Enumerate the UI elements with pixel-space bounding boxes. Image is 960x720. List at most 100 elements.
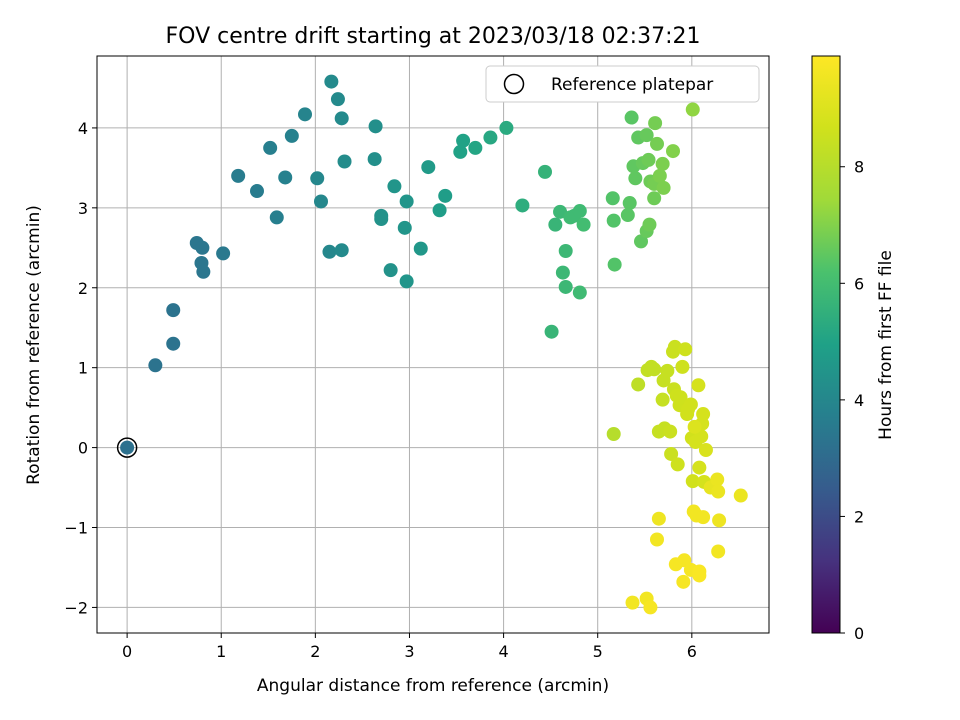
data-point bbox=[314, 194, 328, 209]
data-point bbox=[685, 474, 700, 489]
data-point bbox=[555, 265, 570, 280]
legend-label: Reference platepar bbox=[551, 75, 713, 95]
y-tick-label: 3 bbox=[78, 199, 88, 218]
data-point bbox=[383, 263, 398, 278]
data-point bbox=[733, 488, 748, 503]
data-point bbox=[691, 378, 706, 393]
data-point bbox=[648, 116, 663, 131]
plot-frame bbox=[96, 55, 770, 634]
x-tick-label: 4 bbox=[498, 642, 508, 661]
data-point bbox=[334, 111, 349, 126]
data-point bbox=[678, 342, 693, 357]
data-point bbox=[655, 156, 670, 171]
data-point bbox=[607, 257, 622, 272]
data-point bbox=[544, 324, 559, 339]
data-point bbox=[634, 234, 648, 249]
data-point bbox=[468, 140, 483, 155]
data-point bbox=[642, 217, 657, 232]
data-point bbox=[368, 119, 383, 134]
colorbar-label: Hours from first FF file bbox=[876, 250, 896, 440]
data-point bbox=[387, 179, 402, 194]
data-point bbox=[656, 180, 671, 195]
data-point bbox=[166, 303, 181, 318]
y-axis-ticks: −2 −1 0 1 2 3 4 bbox=[64, 119, 97, 617]
legend-marker bbox=[503, 73, 525, 95]
data-points bbox=[120, 74, 748, 615]
data-point bbox=[605, 191, 620, 206]
data-point bbox=[334, 243, 349, 258]
data-point bbox=[196, 264, 211, 279]
y-tick-label: −1 bbox=[64, 519, 88, 538]
data-point bbox=[660, 363, 675, 378]
data-point bbox=[655, 392, 670, 407]
data-point bbox=[231, 168, 246, 183]
data-point bbox=[284, 128, 299, 143]
grid-lines bbox=[97, 56, 769, 633]
data-point bbox=[453, 144, 468, 159]
data-point bbox=[606, 427, 621, 442]
data-point bbox=[628, 171, 643, 186]
data-point bbox=[711, 544, 726, 559]
data-point bbox=[263, 140, 278, 155]
data-point bbox=[670, 457, 685, 472]
colorbar-ticks: 0 2 4 6 8 bbox=[840, 158, 864, 643]
data-point bbox=[269, 210, 284, 225]
data-point bbox=[631, 377, 646, 392]
data-point bbox=[572, 285, 587, 300]
data-point bbox=[641, 152, 656, 167]
colorbar-tick-label: 8 bbox=[854, 158, 864, 177]
data-point bbox=[683, 397, 698, 412]
data-point bbox=[558, 279, 573, 294]
y-tick-label: 0 bbox=[78, 439, 88, 458]
data-point bbox=[696, 407, 711, 422]
data-point bbox=[324, 74, 339, 89]
x-axis-ticks: 0 1 2 3 4 5 6 bbox=[122, 633, 697, 661]
data-point bbox=[298, 107, 312, 122]
data-point bbox=[576, 217, 591, 232]
reference-platepar-marker bbox=[116, 437, 138, 458]
data-point bbox=[643, 600, 658, 615]
data-point bbox=[647, 191, 662, 206]
y-axis-label: Rotation from reference (arcmin) bbox=[24, 205, 44, 485]
x-tick-label: 2 bbox=[310, 642, 320, 661]
data-point bbox=[432, 203, 447, 218]
data-point bbox=[652, 168, 667, 183]
data-point bbox=[483, 130, 498, 145]
colorbar-tick-label: 6 bbox=[854, 274, 864, 293]
data-point bbox=[216, 246, 231, 261]
data-point bbox=[675, 359, 690, 374]
data-point bbox=[421, 160, 436, 175]
data-point bbox=[367, 152, 382, 167]
data-point bbox=[310, 171, 325, 186]
data-point bbox=[711, 484, 726, 499]
x-tick-label: 6 bbox=[687, 642, 697, 661]
data-point bbox=[374, 212, 389, 227]
data-point bbox=[278, 170, 293, 185]
chart-title: FOV centre drift starting at 2023/03/18 … bbox=[166, 24, 701, 49]
data-point bbox=[666, 144, 680, 159]
data-point bbox=[624, 110, 639, 125]
data-point bbox=[673, 390, 688, 405]
data-point bbox=[651, 511, 666, 526]
legend-box bbox=[485, 65, 760, 103]
data-point bbox=[337, 154, 352, 169]
data-point bbox=[499, 120, 514, 135]
data-point bbox=[620, 208, 635, 223]
data-point bbox=[553, 204, 568, 219]
data-point bbox=[698, 442, 713, 457]
x-tick-label: 0 bbox=[122, 642, 132, 661]
data-point bbox=[538, 164, 552, 179]
data-point bbox=[413, 241, 428, 256]
x-axis-label: Angular distance from reference (arcmin) bbox=[257, 676, 609, 696]
data-point bbox=[696, 510, 711, 525]
data-point bbox=[639, 128, 654, 143]
data-point bbox=[558, 243, 573, 258]
data-point bbox=[647, 362, 662, 377]
data-point bbox=[195, 240, 210, 255]
data-point bbox=[456, 133, 471, 148]
data-point bbox=[692, 460, 707, 475]
data-point bbox=[663, 424, 678, 439]
x-tick-label: 1 bbox=[216, 642, 226, 661]
data-point bbox=[712, 513, 727, 528]
